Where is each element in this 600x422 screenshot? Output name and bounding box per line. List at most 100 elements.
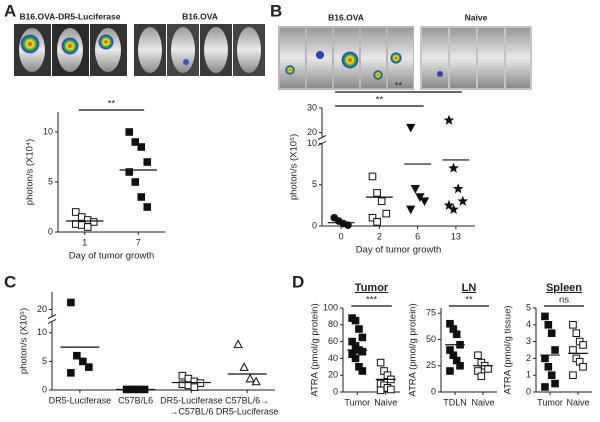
- significance-label: **: [395, 81, 403, 92]
- panel-letter: B: [270, 1, 282, 20]
- data-point: [190, 383, 199, 391]
- y-tick-label: 10: [37, 327, 47, 337]
- y-tick-label: 20: [37, 304, 47, 314]
- data-point: [251, 376, 261, 386]
- y-axis-label: ATRA (pmol/g protein): [310, 303, 321, 396]
- axis-break: [317, 135, 327, 140]
- data-point: [569, 346, 577, 354]
- data-point: [73, 351, 81, 360]
- y-tick-label: 10: [307, 138, 317, 148]
- y-tick-label: 5: [42, 356, 47, 366]
- data-point: [89, 218, 98, 226]
- data-point: [351, 316, 360, 325]
- y-tick-label: 40: [328, 353, 338, 363]
- y-tick-label: 0: [42, 384, 47, 394]
- data-point: [79, 357, 87, 366]
- y-axis-label: photon/s (X10⁵): [289, 134, 300, 200]
- x-tick-label: TDLN: [443, 397, 467, 407]
- x-tick-label: →C57BL/6: [169, 406, 213, 416]
- data-point: [457, 195, 469, 206]
- data-point: [377, 197, 386, 206]
- data-point: [551, 346, 559, 354]
- significance-label: ***: [366, 295, 377, 306]
- data-point: [245, 373, 255, 383]
- data-point: [446, 367, 454, 375]
- x-tick-label: DR5-Luciferase: [49, 395, 112, 405]
- data-point: [376, 386, 385, 395]
- data-point: [387, 385, 395, 394]
- image-label: B16.OVA-DR5-Luciferase: [20, 11, 121, 21]
- x-tick-label: Tumor: [537, 397, 563, 407]
- x-tick-label: Naive: [374, 397, 397, 407]
- data-point: [373, 218, 381, 226]
- y-tick-label: 1: [526, 370, 531, 380]
- data-point: [541, 312, 549, 321]
- x-tick-label: C57B/L6: [118, 395, 153, 405]
- photos-b: [278, 26, 532, 90]
- y-tick-label: 0: [312, 220, 317, 230]
- significance-label: ns: [559, 295, 569, 306]
- data-point: [544, 363, 553, 371]
- x-tick-label: Naive: [566, 397, 589, 407]
- data-point: [373, 189, 381, 197]
- chart-title: Spleen: [546, 282, 582, 294]
- chart-title: LN: [462, 282, 477, 294]
- y-axis-label: photon/s (X10⁵): [19, 308, 30, 374]
- y-tick-label: 20: [307, 127, 317, 137]
- data-point: [137, 193, 146, 201]
- data-point: [131, 178, 140, 186]
- data-point: [344, 221, 352, 229]
- data-point: [477, 372, 486, 381]
- axis-break: [47, 314, 57, 319]
- data-point: [368, 213, 377, 222]
- data-point: [448, 203, 459, 215]
- x-tick-label: 6: [415, 231, 420, 241]
- data-point: [456, 361, 464, 370]
- data-point: [351, 354, 360, 363]
- data-point: [358, 367, 367, 375]
- data-point: [547, 329, 556, 337]
- data-point: [474, 351, 482, 360]
- data-point: [541, 354, 549, 363]
- y-tick-label: 5: [526, 302, 531, 312]
- data-point: [541, 383, 549, 391]
- x-tick-label: 2: [377, 231, 382, 241]
- y-tick-label: 0: [48, 226, 53, 236]
- data-point: [443, 199, 455, 210]
- data-point: [443, 114, 455, 125]
- y-tick-label: 4: [526, 319, 531, 329]
- photos-a: [14, 24, 265, 76]
- y-axis-label: ATRA (pmol/g protein): [408, 303, 419, 396]
- y-tick-label: 0: [431, 386, 436, 396]
- data-point: [484, 365, 492, 373]
- data-point: [143, 203, 152, 211]
- y-tick-label: 80: [328, 319, 338, 329]
- data-point: [355, 325, 363, 333]
- data-point: [143, 158, 152, 166]
- x-tick-label: 1: [82, 237, 87, 247]
- panel-letter: D: [292, 272, 304, 291]
- data-point: [410, 185, 420, 194]
- significance-label: **: [465, 295, 473, 306]
- data-point: [569, 321, 577, 329]
- y-tick-label: 50: [426, 334, 436, 344]
- x-tick-label: 7: [136, 237, 141, 247]
- data-point: [239, 362, 249, 371]
- data-point: [125, 168, 134, 176]
- data-point: [376, 358, 385, 367]
- x-tick-label: 13: [451, 231, 461, 241]
- x-tick-label: DR5-Luciferase: [160, 395, 223, 405]
- data-point: [131, 138, 140, 146]
- data-point: [83, 223, 92, 231]
- data-point: [551, 379, 559, 388]
- y-tick-label: 3: [526, 336, 531, 346]
- data-point: [85, 363, 93, 371]
- data-point: [452, 330, 461, 339]
- y-tick-label: 100: [323, 302, 338, 312]
- data-point: [415, 193, 425, 202]
- image-label: B16.OVA: [328, 12, 364, 22]
- x-axis-label: Day of tumor growth: [69, 251, 155, 262]
- panel-letter: C: [4, 272, 16, 291]
- y-tick-label: 10: [43, 126, 53, 136]
